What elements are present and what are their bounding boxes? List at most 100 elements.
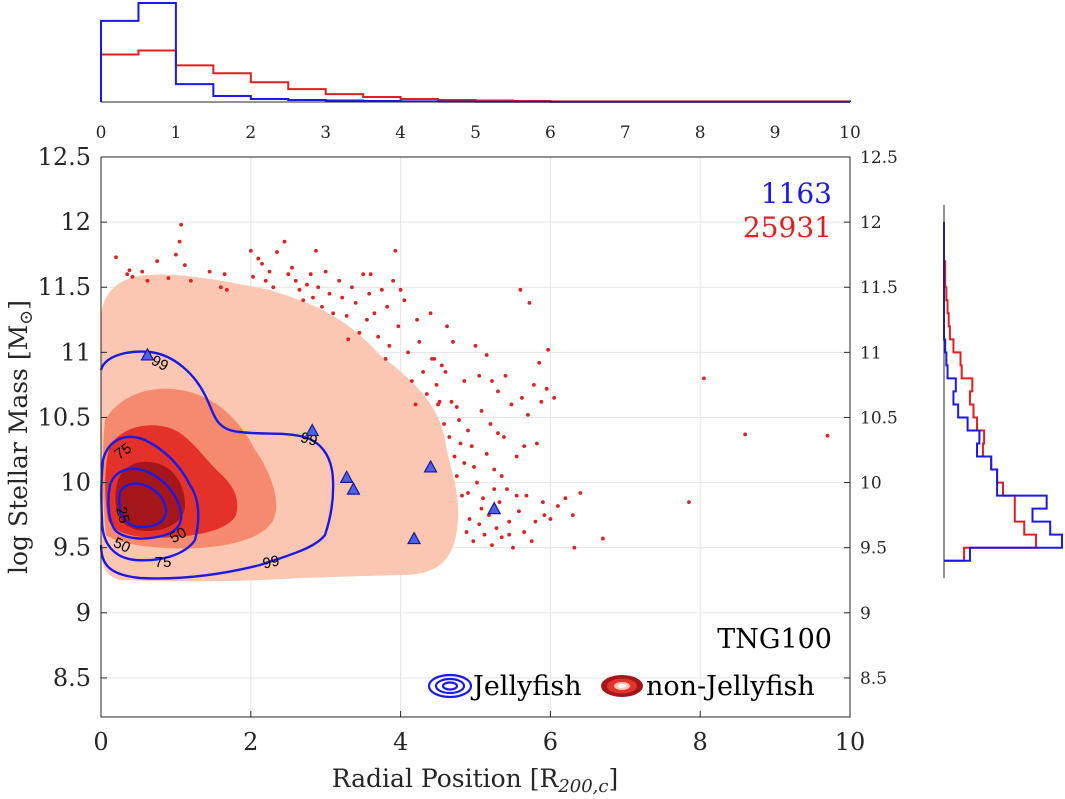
legend-non-jellyfish-icon bbox=[601, 675, 643, 697]
non-jellyfish-point bbox=[166, 276, 171, 281]
non-jellyfish-point bbox=[344, 313, 349, 318]
y-axis-label: log Stellar Mass [M⊙] bbox=[4, 300, 37, 574]
non-jellyfish-point bbox=[527, 300, 532, 305]
non-jellyfish-point bbox=[424, 392, 429, 396]
non-jellyfish-point bbox=[174, 252, 178, 257]
non-jellyfish-point bbox=[224, 287, 229, 292]
right-y-tick-label: 8.5 bbox=[860, 669, 887, 689]
non-jellyfish-point bbox=[263, 278, 268, 283]
main-x-ticks: 0 2 4 6 8 10 bbox=[93, 711, 865, 756]
x-tick-label: 4 bbox=[393, 728, 408, 756]
non-jellyfish-point bbox=[492, 487, 497, 491]
contour-label: 50 bbox=[111, 534, 133, 556]
non-jellyfish-point bbox=[337, 278, 342, 283]
non-jellyfish-point bbox=[578, 491, 583, 495]
contour-50 bbox=[107, 467, 183, 540]
non-jellyfish-point bbox=[481, 496, 485, 501]
non-jellyfish-point bbox=[350, 285, 354, 290]
density-fill-inner bbox=[115, 461, 185, 532]
right-hist-non-jellyfish bbox=[943, 222, 1038, 562]
top-tick-label: 3 bbox=[320, 123, 331, 143]
jellyfish-point bbox=[140, 347, 155, 361]
non-jellyfish-point bbox=[825, 433, 830, 438]
non-jellyfish-point bbox=[563, 496, 568, 501]
non-jellyfish-point bbox=[466, 491, 470, 495]
annotation-tng100: TNG100 bbox=[717, 624, 832, 655]
right-y-tick-label: 12 bbox=[860, 213, 882, 233]
main-axes-frame bbox=[100, 156, 851, 718]
non-jellyfish-point bbox=[130, 274, 135, 279]
non-jellyfish-point bbox=[385, 304, 390, 309]
non-jellyfish-point bbox=[413, 402, 418, 407]
non-jellyfish-point bbox=[331, 311, 336, 316]
legend-jellyfish-label: Jellyfish bbox=[470, 671, 582, 702]
non-jellyfish-point bbox=[391, 278, 396, 283]
non-jellyfish-point bbox=[572, 545, 577, 550]
non-jellyfish-point bbox=[507, 519, 512, 524]
top-tick-label: 9 bbox=[770, 123, 781, 143]
top-tick-label: 0 bbox=[96, 123, 107, 143]
right-hist-jellyfish bbox=[943, 222, 1063, 562]
contour-label: 75 bbox=[112, 440, 135, 463]
non-jellyfish-point bbox=[494, 526, 499, 531]
top-tick-label: 10 bbox=[839, 123, 861, 143]
non-jellyfish-point bbox=[542, 513, 547, 518]
non-jellyfish-point bbox=[451, 340, 455, 344]
non-jellyfish-point bbox=[353, 300, 358, 305]
non-jellyfish-point bbox=[539, 399, 544, 404]
non-jellyfish-point bbox=[437, 399, 442, 404]
non-jellyfish-point bbox=[502, 435, 506, 439]
non-jellyfish-point bbox=[687, 500, 691, 505]
non-jellyfish-point bbox=[522, 530, 527, 534]
non-jellyfish-point bbox=[469, 444, 474, 449]
non-jellyfish-point bbox=[207, 269, 212, 274]
non-jellyfish-point bbox=[600, 536, 605, 541]
contour-label: 25 bbox=[112, 505, 133, 526]
non-jellyfish-point bbox=[517, 509, 521, 514]
non-jellyfish-point bbox=[393, 248, 398, 253]
top-histogram bbox=[100, 2, 851, 103]
y-tick-label: 11 bbox=[60, 338, 91, 366]
non-jellyfish-point bbox=[387, 343, 392, 348]
non-jellyfish-point bbox=[293, 278, 298, 283]
right-y-tick-label: 12.5 bbox=[860, 148, 898, 168]
non-jellyfish-point bbox=[402, 298, 407, 303]
non-jellyfish-point bbox=[443, 369, 448, 374]
non-jellyfish-point bbox=[177, 239, 182, 244]
contour-label: 99 bbox=[148, 352, 171, 375]
non-jellyfish-point bbox=[327, 291, 332, 296]
right-y-ticks: 12.5 12 11.5 11 10.5 10 9.5 9 8.5 bbox=[844, 148, 898, 689]
non-jellyfish-point bbox=[447, 435, 452, 439]
contour-label: 50 bbox=[167, 524, 190, 547]
non-jellyfish-point bbox=[188, 278, 193, 283]
top-tick-label: 2 bbox=[245, 123, 256, 143]
contour-75 bbox=[100, 435, 200, 562]
non-jellyfish-point bbox=[271, 285, 276, 290]
non-jellyfish-point bbox=[267, 269, 272, 274]
non-jellyfish-point bbox=[340, 295, 345, 300]
non-jellyfish-point bbox=[305, 282, 309, 287]
non-jellyfish-point bbox=[462, 461, 467, 465]
jellyfish-point bbox=[339, 470, 354, 483]
right-y-tick-label: 9 bbox=[860, 604, 871, 624]
non-jellyfish-point bbox=[743, 432, 748, 437]
non-jellyfish-point bbox=[383, 356, 388, 361]
non-jellyfish-point bbox=[127, 268, 132, 273]
non-jellyfish-point bbox=[479, 506, 484, 511]
non-jellyfish-point bbox=[555, 504, 560, 508]
non-jellyfish-point bbox=[520, 396, 524, 400]
non-jellyfish-point bbox=[537, 360, 542, 365]
non-jellyfish-point bbox=[125, 272, 130, 277]
non-jellyfish-point bbox=[490, 543, 494, 547]
right-histogram bbox=[943, 205, 1063, 578]
non-jellyfish-point bbox=[372, 311, 377, 316]
non-jellyfish-point bbox=[475, 480, 479, 485]
non-jellyfish-point bbox=[477, 522, 482, 527]
jellyfish-point bbox=[407, 531, 422, 545]
non-jellyfish-point bbox=[570, 513, 575, 518]
non-jellyfish-point bbox=[507, 532, 512, 537]
non-jellyfish-point bbox=[357, 330, 362, 335]
non-jellyfish-point bbox=[222, 272, 227, 277]
non-jellyfish-point bbox=[702, 376, 706, 381]
